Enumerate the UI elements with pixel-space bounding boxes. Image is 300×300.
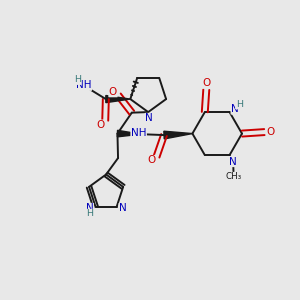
Polygon shape: [106, 95, 130, 103]
Text: O: O: [109, 87, 117, 97]
Text: N: N: [145, 113, 153, 123]
Text: O: O: [267, 127, 275, 137]
Text: N: N: [119, 203, 127, 213]
Text: H: H: [74, 76, 81, 85]
Text: H: H: [86, 209, 93, 218]
Polygon shape: [117, 130, 141, 137]
Text: NH: NH: [76, 80, 92, 90]
Text: N: N: [229, 157, 237, 166]
Text: O: O: [97, 120, 105, 130]
Text: O: O: [202, 78, 210, 88]
Text: N: N: [231, 104, 239, 114]
Text: CH₃: CH₃: [225, 172, 242, 181]
Text: H: H: [236, 100, 243, 109]
Polygon shape: [164, 131, 192, 139]
Text: N: N: [86, 203, 94, 213]
Text: NH: NH: [131, 128, 146, 138]
Text: O: O: [148, 155, 156, 166]
